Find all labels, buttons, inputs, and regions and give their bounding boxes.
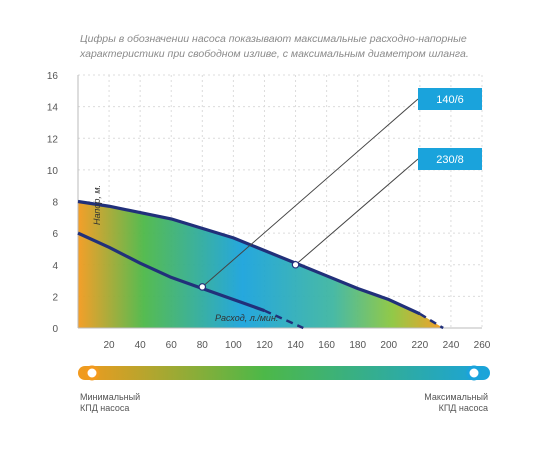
y-tick-label: 12: [47, 134, 59, 145]
series-layer: [77, 199, 444, 330]
marker-140/6: [198, 283, 207, 291]
y-tick-label: 2: [52, 292, 58, 303]
x-tick-label: 40: [135, 340, 147, 351]
chart-note: Цифры в обозначении насоса показывают ма…: [80, 32, 500, 62]
x-tick-label: 160: [318, 340, 335, 351]
marker-230/8: [291, 260, 300, 269]
max-efficiency-label: Максимальный КПД насоса: [424, 392, 488, 414]
chart-note-line-1: Цифры в обозначении насоса показывают ма…: [80, 33, 467, 45]
series-line-140/6: [77, 231, 265, 313]
y-tick-label: 6: [52, 229, 58, 240]
y-tick-label: 14: [47, 103, 59, 114]
x-tick-label: 200: [380, 340, 397, 351]
x-tick-label: 180: [349, 340, 366, 351]
min-efficiency-label: Минимальный КПД насоса: [80, 392, 140, 414]
x-tick-label: 100: [225, 340, 242, 351]
label-box-140/6: [418, 88, 482, 110]
y-tick-label: 16: [47, 71, 59, 82]
x-tick-label: 260: [474, 340, 491, 351]
y-tick-label: 0: [52, 324, 58, 335]
leader-line-140/6: [201, 98, 419, 288]
label-140/6: 140/6: [436, 94, 464, 106]
series-tail-230/8: [419, 312, 444, 330]
label-box-230/8: [418, 148, 482, 170]
leader-line-230/8: [295, 158, 419, 266]
max-efficiency-label-line-2: КПД насоса: [438, 403, 488, 413]
y-tick-label: 4: [52, 261, 58, 272]
min-efficiency-marker: [84, 365, 100, 381]
label-230/8: 230/8: [436, 154, 464, 166]
efficiency-bar: [78, 366, 490, 380]
min-efficiency-label-line-1: Минимальный: [80, 392, 141, 402]
axes: 0 2 4 6 8 10 12 14 16 20 40 60 80 100 120 140 160 180 200 2…: [47, 71, 491, 351]
series-line-230/8: [77, 199, 421, 316]
y-tick-label: 8: [52, 198, 58, 209]
x-tick-label: 120: [256, 340, 273, 351]
y-axis-label: Напор, м.: [92, 185, 102, 225]
chart-note-line-2: характеристики при свободном изливе, с м…: [80, 48, 469, 60]
max-efficiency-marker: [466, 365, 482, 381]
label-layer: 140/6 230/8: [198, 88, 482, 291]
y-tick-label: 10: [47, 166, 59, 177]
max-efficiency-label-line-1: Максимальный: [424, 392, 488, 402]
x-axis-label: Расход, л./мин.: [215, 313, 278, 323]
min-efficiency-label-line-2: КПД насоса: [80, 403, 130, 413]
x-tick-label: 240: [443, 340, 460, 351]
x-tick-label: 140: [287, 340, 304, 351]
x-tick-label: 60: [166, 340, 178, 351]
efficiency-area: [78, 201, 444, 328]
x-tick-label: 80: [197, 340, 209, 351]
x-tick-label: 20: [104, 340, 116, 351]
x-tick-label: 220: [412, 340, 429, 351]
